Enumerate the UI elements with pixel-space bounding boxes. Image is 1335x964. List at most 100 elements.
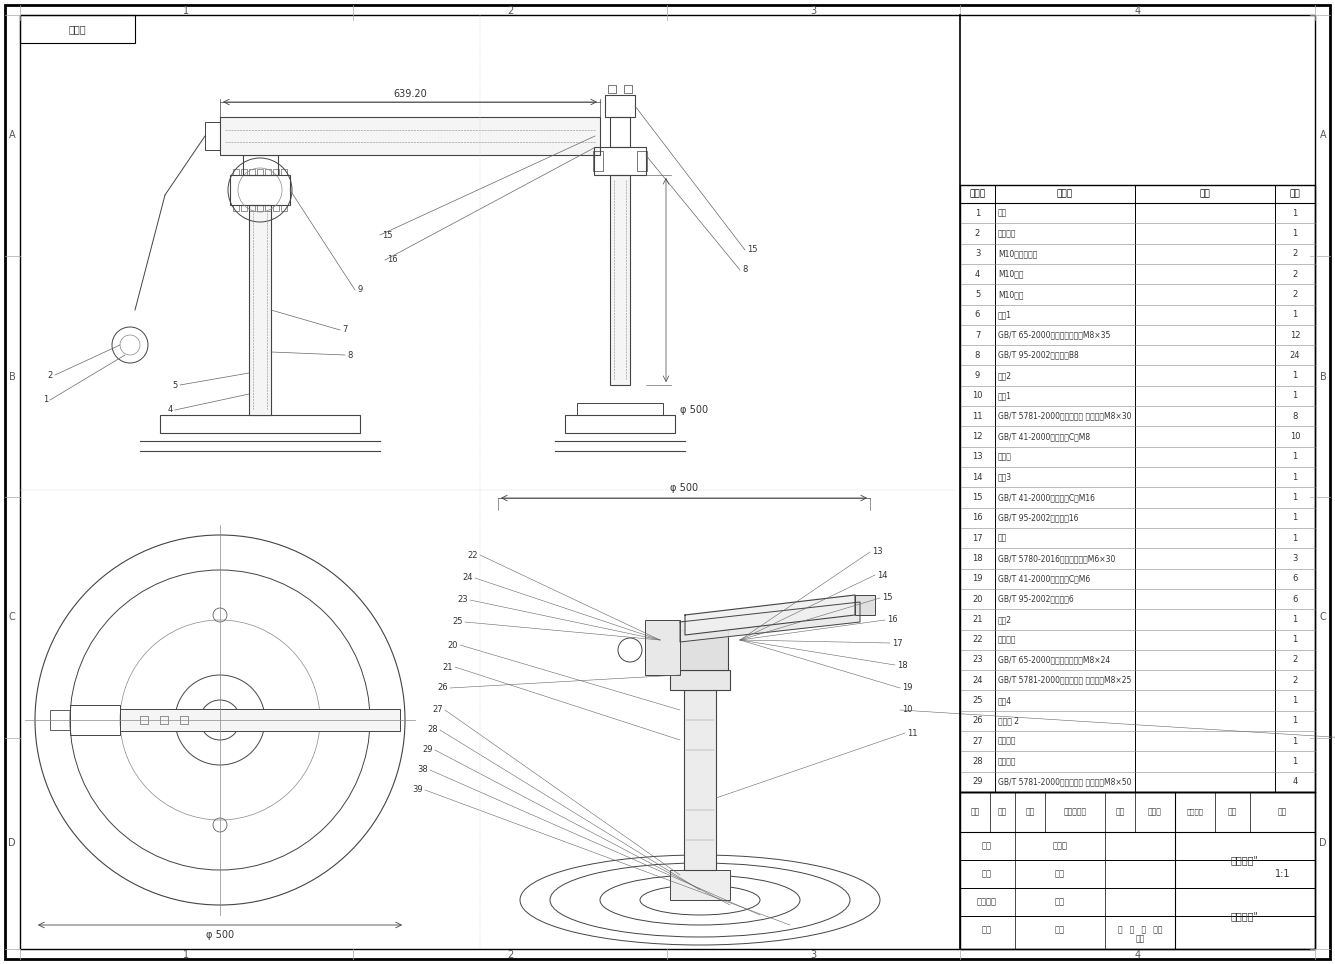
Text: D: D: [8, 839, 16, 848]
Text: 1: 1: [1292, 208, 1298, 218]
Text: 16: 16: [886, 615, 897, 625]
Text: 8: 8: [347, 351, 352, 360]
Text: A: A: [9, 130, 15, 141]
Polygon shape: [680, 602, 860, 642]
Bar: [645, 620, 680, 675]
Text: GB/T 41-2000六角螺母C级M16: GB/T 41-2000六角螺母C级M16: [999, 493, 1095, 502]
Text: 27: 27: [433, 706, 443, 714]
Text: 2: 2: [1292, 676, 1298, 684]
Text: 13: 13: [972, 452, 983, 462]
Text: 26: 26: [438, 683, 449, 692]
Bar: [234, 205, 239, 211]
Polygon shape: [685, 595, 854, 635]
Text: 更改文件号: 更改文件号: [1064, 808, 1087, 817]
Text: 9: 9: [356, 285, 362, 294]
Bar: [266, 205, 271, 211]
Text: 2: 2: [1292, 656, 1298, 664]
Text: 2: 2: [507, 950, 513, 960]
Text: 1: 1: [1292, 310, 1298, 319]
Text: B: B: [1319, 371, 1327, 382]
Text: 639.20: 639.20: [392, 89, 427, 99]
Bar: [565, 415, 676, 433]
Text: 法具1: 法具1: [999, 310, 1012, 319]
Text: 10: 10: [1290, 432, 1300, 442]
Text: 12: 12: [972, 432, 983, 442]
Text: 零件号: 零件号: [1057, 190, 1073, 199]
Text: GB/T 41-2000六角螺母C级M8: GB/T 41-2000六角螺母C级M8: [999, 432, 1091, 442]
Text: 21: 21: [972, 615, 983, 624]
Text: 5: 5: [172, 381, 178, 389]
Text: 1: 1: [1292, 229, 1298, 238]
Bar: [960, 185, 1315, 792]
Text: 11: 11: [972, 412, 983, 420]
Text: 15: 15: [972, 493, 983, 502]
Text: GB/T 65-2000开槽圆柱头螺钉M8×35: GB/T 65-2000开槽圆柱头螺钉M8×35: [999, 331, 1111, 339]
Text: 4: 4: [168, 406, 174, 415]
Bar: [272, 169, 279, 175]
Bar: [594, 147, 646, 175]
Text: 2: 2: [1292, 270, 1298, 279]
Text: 1: 1: [1292, 696, 1298, 705]
Text: 24: 24: [972, 676, 983, 684]
Bar: [610, 117, 630, 147]
Text: φ 500: φ 500: [670, 483, 698, 493]
Text: 26: 26: [972, 716, 983, 726]
Text: 4: 4: [1135, 6, 1140, 16]
Text: 17: 17: [972, 534, 983, 543]
Text: 9: 9: [975, 371, 980, 380]
Text: φ 500: φ 500: [206, 930, 234, 940]
Text: 24: 24: [1290, 351, 1300, 360]
Text: 1: 1: [1292, 736, 1298, 746]
Text: 20: 20: [447, 640, 458, 650]
Text: 2: 2: [1292, 290, 1298, 299]
Bar: [242, 205, 247, 211]
Text: 会签: 会签: [1055, 925, 1065, 934]
Text: 1: 1: [183, 950, 190, 960]
Text: 2: 2: [507, 6, 513, 16]
Bar: [220, 117, 599, 155]
Text: 6: 6: [1292, 595, 1298, 603]
Text: 15: 15: [882, 594, 893, 602]
Text: 29: 29: [972, 777, 983, 787]
Text: 4: 4: [1135, 950, 1140, 960]
Text: 数量: 数量: [1290, 190, 1300, 199]
Text: 24: 24: [462, 574, 473, 582]
Text: 12: 12: [1290, 331, 1300, 339]
Text: 18: 18: [972, 554, 983, 563]
Bar: [272, 205, 279, 211]
Text: 1: 1: [1292, 757, 1298, 766]
Text: 吸盘支架: 吸盘支架: [999, 736, 1016, 746]
Bar: [243, 155, 278, 175]
Text: 13: 13: [872, 548, 882, 556]
Text: 23: 23: [972, 656, 983, 664]
Text: 分区: 分区: [1025, 808, 1035, 817]
Text: 1: 1: [1292, 472, 1298, 482]
Text: C: C: [8, 612, 16, 623]
Text: 28: 28: [972, 757, 983, 766]
Text: 图样名称": 图样名称": [1231, 855, 1259, 865]
Bar: [610, 175, 630, 385]
Text: 活塞杆: 活塞杆: [999, 452, 1012, 462]
Text: M10螺母: M10螺母: [999, 290, 1024, 299]
Text: 3: 3: [810, 950, 817, 960]
Bar: [250, 205, 271, 415]
Text: 1: 1: [1292, 452, 1298, 462]
Text: 19: 19: [972, 575, 983, 583]
Bar: [234, 169, 239, 175]
Text: GB/T 95-2002平垫圈级B8: GB/T 95-2002平垫圈级B8: [999, 351, 1079, 360]
Text: 图样代号": 图样代号": [1231, 911, 1259, 921]
Bar: [670, 670, 730, 690]
Text: GB/T 95-2002平垫圈级6: GB/T 95-2002平垫圈级6: [999, 595, 1073, 603]
Text: 3: 3: [810, 6, 817, 16]
Text: 28: 28: [427, 726, 438, 735]
Text: 校对: 校对: [983, 870, 992, 878]
Text: D: D: [1319, 839, 1327, 848]
Text: 回转气缸: 回转气缸: [999, 229, 1016, 238]
Bar: [160, 716, 168, 724]
Text: 1: 1: [975, 208, 980, 218]
Text: 1: 1: [1292, 615, 1298, 624]
Bar: [637, 151, 647, 171]
Text: 10: 10: [902, 706, 913, 714]
Text: 设计: 设计: [983, 842, 992, 850]
Text: GB/T 41-2000六角螺母C级M6: GB/T 41-2000六角螺母C级M6: [999, 575, 1091, 583]
